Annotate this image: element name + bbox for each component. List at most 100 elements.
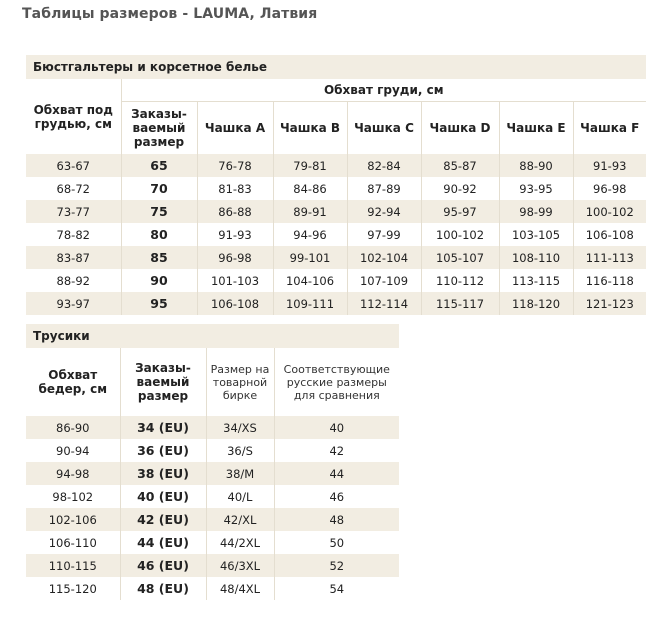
tag-size-cell: 40/L (206, 485, 275, 508)
cup-cell: 81-83 (197, 177, 274, 200)
cup-cell: 92-94 (347, 200, 422, 223)
underbust-cell: 93-97 (26, 292, 122, 315)
cup-cell: 109-111 (273, 292, 348, 315)
cup-cell: 82-84 (347, 154, 422, 177)
cup-cell: 100-102 (421, 223, 500, 246)
cup-cell: 87-89 (347, 177, 422, 200)
underbust-cell: 78-82 (26, 223, 122, 246)
table-row: 78-82 80 91-93 94-96 97-99 100-102 103-105 106-… (26, 223, 646, 246)
underbust-cell: 73-77 (26, 200, 122, 223)
order-size-cell: 90 (121, 269, 198, 292)
table-row: 68-72 70 81-83 84-86 87-89 90-92 93-95 96-98 (26, 177, 646, 200)
order-size-cell: 80 (121, 223, 198, 246)
table-row: 88-92 90 101-103 104-106 107-109 110-112 113-1… (26, 269, 646, 292)
order-size-header: Заказы- ваемый размер (121, 101, 198, 154)
underbust-cell: 68-72 (26, 177, 122, 200)
panties-section-title: Трусики (26, 324, 400, 348)
hips-cell: 110-115 (26, 554, 121, 577)
hips-cell: 94-98 (26, 462, 121, 485)
cup-cell: 90-92 (421, 177, 500, 200)
order-size-cell: 70 (121, 177, 198, 200)
cup-header: Чашка C (347, 101, 422, 154)
cup-cell: 113-115 (499, 269, 574, 292)
cup-cell: 111-113 (585, 250, 634, 265)
tag-size-cell: 38/M (206, 462, 275, 485)
order-size-cell: 48 (EU) (120, 577, 207, 600)
cup-cell: 112-114 (347, 292, 422, 315)
cup-cell: 102-104 (347, 246, 422, 269)
order-size-cell: 42 (EU) (120, 508, 207, 531)
russian-size-cell: 54 (329, 581, 345, 596)
tag-size-cell: 42/XL (206, 508, 275, 531)
cup-cell: 86-88 (197, 200, 274, 223)
hips-cell: 90-94 (26, 439, 121, 462)
underbust-cell: 63-67 (26, 154, 122, 177)
order-size-cell: 85 (121, 246, 198, 269)
tag-size-header: Размер на товарной бирке (206, 348, 275, 416)
russian-size-cell: 46 (329, 489, 345, 504)
cup-cell: 115-117 (421, 292, 500, 315)
cup-cell: 91-93 (593, 158, 627, 173)
cup-cell: 100-102 (585, 204, 634, 219)
table-row: 90-94 36 (EU) 36/S 42 (26, 439, 399, 462)
cup-cell: 79-81 (273, 154, 348, 177)
cup-cell: 96-98 (197, 246, 274, 269)
cup-cell: 96-98 (593, 181, 627, 196)
underbust-cell: 83-87 (26, 246, 122, 269)
underbust-cell: 88-92 (26, 269, 122, 292)
order-size-cell: 40 (EU) (120, 485, 207, 508)
cup-cell: 106-108 (585, 227, 634, 242)
hips-cell: 98-102 (26, 485, 121, 508)
hips-cell: 115-120 (26, 577, 121, 600)
order-size-cell: 95 (121, 292, 198, 315)
bra-section-title: Бюстгальтеры и корсетное белье (26, 55, 646, 79)
russian-size-cell: 40 (329, 420, 345, 435)
table-row: 110-115 46 (EU) 46/3XL 52 (26, 554, 400, 577)
cup-cell: 101-103 (197, 269, 274, 292)
tag-size-cell: 46/3XL (206, 554, 275, 577)
table-row: 106-110 44 (EU) 44/2XL 50 (26, 531, 399, 554)
underbust-header: Обхват под грудью, см (26, 79, 122, 154)
tag-size-cell: 44/2XL (206, 531, 275, 554)
cup-header: Чашка A (197, 101, 274, 154)
cup-cell: 88-90 (499, 154, 574, 177)
panties-size-table: Трусики Обхват бедер, см Заказы- ваемый … (26, 324, 400, 600)
cup-cell: 110-112 (421, 269, 500, 292)
cup-header: Чашка E (499, 101, 574, 154)
cup-cell: 105-107 (421, 246, 500, 269)
russian-size-header: Соответствующие русские размеры для срав… (283, 362, 390, 402)
table-row: 83-87 85 96-98 99-101 102-104 105-107 108-110 1… (26, 246, 646, 269)
cup-cell: 106-108 (197, 292, 274, 315)
cup-header: Чашка F (580, 121, 640, 135)
cup-cell: 121-123 (585, 296, 634, 311)
cup-cell: 91-93 (197, 223, 274, 246)
table-row: 102-106 42 (EU) 42/XL 48 (26, 508, 400, 531)
cup-cell: 76-78 (197, 154, 274, 177)
bra-size-table: Бюстгальтеры и корсетное белье Обхват по… (26, 55, 646, 315)
table-row: 73-77 75 86-88 89-91 92-94 95-97 98-99 100-102 (26, 200, 646, 223)
table-row: 93-97 95 106-108 109-111 112-114 115-117 118-1… (26, 292, 646, 315)
order-size-cell: 38 (EU) (120, 462, 207, 485)
cup-cell: 116-118 (585, 273, 634, 288)
cup-cell: 85-87 (421, 154, 500, 177)
hips-cell: 86-90 (26, 416, 121, 439)
cup-cell: 84-86 (273, 177, 348, 200)
table-row: 63-67 65 76-78 79-81 82-84 85-87 88-90 91-93 (26, 154, 646, 177)
cup-cell: 107-109 (347, 269, 422, 292)
page-title: Таблицы размеров - LAUMA, Латвия (22, 6, 318, 22)
cup-cell: 93-95 (499, 177, 574, 200)
tag-size-cell: 34/XS (206, 416, 275, 439)
hips-cell: 102-106 (26, 508, 121, 531)
cup-cell: 98-99 (499, 200, 574, 223)
russian-size-cell: 48 (329, 512, 345, 527)
russian-size-cell: 42 (329, 443, 345, 458)
cup-cell: 99-101 (273, 246, 348, 269)
table-row: 94-98 38 (EU) 38/M 44 (26, 462, 400, 485)
order-size-cell: 36 (EU) (120, 439, 207, 462)
cup-cell: 118-120 (499, 292, 574, 315)
order-size-cell: 75 (121, 200, 198, 223)
cup-cell: 94-96 (273, 223, 348, 246)
tag-size-cell: 36/S (206, 439, 275, 462)
order-size-cell: 44 (EU) (120, 531, 207, 554)
table-row: 98-102 40 (EU) 40/L 46 (26, 485, 399, 508)
